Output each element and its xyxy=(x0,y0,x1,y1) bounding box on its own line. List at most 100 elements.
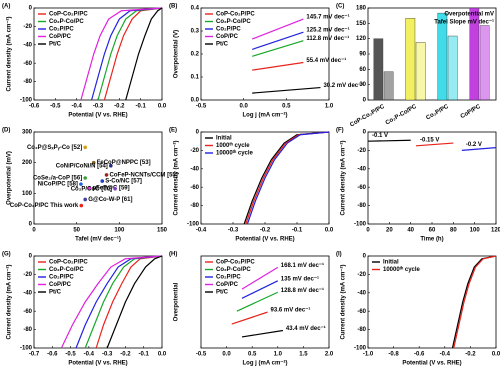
point-label: G@Co-W-P [61] xyxy=(88,197,132,203)
y-tick-label: -100 xyxy=(20,98,33,104)
x-tick-label: 0 xyxy=(366,228,370,234)
legend-label: Co₂P/PC xyxy=(216,27,241,33)
point xyxy=(83,145,87,150)
series-line xyxy=(252,86,321,94)
slope-label: 30.2 mV dec⁻¹ xyxy=(323,82,363,89)
plot-frame xyxy=(200,255,330,349)
x-axis-label: Potential (V vs. RHE) xyxy=(68,113,127,119)
legend-label: CoP/PC xyxy=(49,282,72,288)
point-label: CoP-Co₂P/PC This work xyxy=(10,203,79,209)
plot-frame xyxy=(33,255,163,349)
bar xyxy=(383,71,394,101)
x-tick-label: 60 xyxy=(429,228,436,234)
point-label: S-Co/NC [57] xyxy=(105,179,142,185)
y-tick-label: -60 xyxy=(357,309,366,315)
y-axis-label: Current density (mA cm⁻²) xyxy=(340,265,347,340)
x-tick-label: -0.7 xyxy=(29,352,40,358)
slope-label: 168.1 mV dec⁻¹ xyxy=(281,262,324,269)
x-tick-label: 150 xyxy=(157,228,168,234)
y-tick-label: 30 xyxy=(359,82,366,88)
y-tick-label: 0 xyxy=(363,254,367,260)
legend-label: CoP-Co₂P/PC xyxy=(216,12,255,18)
y-tick-label: 0.4 xyxy=(191,6,200,12)
y-tick-label: -40 xyxy=(357,290,366,296)
x-tick-label: -0.4 xyxy=(196,228,207,234)
y-tick-label: -100 xyxy=(20,346,33,352)
y-tick-label: -60 xyxy=(23,309,32,315)
point-label: FeCoP@NPPC [53] xyxy=(97,160,151,166)
y-tick-label: -100 xyxy=(187,222,200,228)
y-tick-label: 0 xyxy=(29,6,33,12)
panel-label: (F) xyxy=(336,128,344,134)
x-tick-label: -1.0 xyxy=(363,352,374,358)
x-tick-label: 20 xyxy=(386,228,393,234)
y-tick-label: -20 xyxy=(23,24,32,30)
point xyxy=(79,203,84,208)
x-tick-label: -0.4 xyxy=(71,104,82,110)
series-line xyxy=(241,329,284,338)
series-line xyxy=(252,61,304,71)
y-tick-label: 100 xyxy=(22,191,33,197)
slope-label: 55.4 mV dec⁻¹ xyxy=(306,57,346,64)
y-tick-label: -20 xyxy=(190,148,199,154)
series-line xyxy=(106,255,163,349)
point xyxy=(83,176,87,180)
series-line xyxy=(231,311,268,325)
panel-label: (B) xyxy=(169,4,177,10)
y-tick-label: -80 xyxy=(23,79,32,85)
legend-label: Co₂P-Co/PC xyxy=(49,267,84,273)
bar xyxy=(447,35,458,101)
series-line xyxy=(241,280,279,299)
point-label: Co₂P/CoO [60] xyxy=(71,186,112,192)
legend-label: Co₂P-Co/PC xyxy=(216,267,251,273)
point xyxy=(87,186,92,190)
series-line xyxy=(80,7,163,101)
point-label: CoSe₂/a-CoP [56] xyxy=(33,176,82,182)
y-tick-label: -80 xyxy=(357,327,366,333)
legend-label: Pt/C xyxy=(216,42,229,48)
x-tick-label: -0.6 xyxy=(29,104,40,110)
legend-label: Initial xyxy=(216,136,232,142)
x-tick-label: 50 xyxy=(73,228,80,234)
legend-label: Co₂P-Co/PC xyxy=(216,19,251,25)
series-line xyxy=(95,255,163,349)
x-tick-label: 1.0 xyxy=(325,104,334,110)
y-axis-label: Overpotential xyxy=(174,282,180,321)
x-axis-label: Log j (mA cm⁻²) xyxy=(243,360,288,367)
bar xyxy=(437,12,448,101)
y-tick-label: -60 xyxy=(190,185,199,191)
y-tick-label: -80 xyxy=(357,203,366,209)
legend-label: Initial xyxy=(383,260,399,266)
series-label: Tafel Slope mV dec⁻¹ xyxy=(434,19,494,26)
slope-label: 128.8 mV dec⁻¹ xyxy=(281,287,324,294)
x-tick-label: CoP-Co₂P/PC xyxy=(349,104,386,129)
x-tick-label: -0.5 xyxy=(50,104,61,110)
series-line xyxy=(453,255,497,349)
y-axis-label: Current density (mA cm⁻²) xyxy=(6,265,13,340)
y-tick-label: 200 xyxy=(22,160,33,166)
x-tick-label: -0.8 xyxy=(388,352,399,358)
x-tick-label: 0.0 xyxy=(158,104,167,110)
y-tick-label: -80 xyxy=(190,203,199,209)
slope-label: 43.4 mV dec⁻¹ xyxy=(286,325,326,332)
y-tick-label: -20 xyxy=(357,148,366,154)
y-tick-label: 0 xyxy=(363,98,367,104)
legend-label: Co₂P/PC xyxy=(216,275,241,281)
y-tick-label: 90 xyxy=(359,52,366,58)
y-tick-label: 300 xyxy=(22,130,33,136)
x-tick-label: -0.1 xyxy=(292,228,303,234)
y-tick-label: -40 xyxy=(23,290,32,296)
y-tick-label: 0 xyxy=(363,130,367,136)
point xyxy=(109,163,113,168)
slope-label: 93.6 mV dec⁻¹ xyxy=(271,307,311,314)
y-tick-label: 60 xyxy=(359,67,366,73)
x-tick-label: -0.3 xyxy=(102,352,113,358)
x-tick-label: 0.5 xyxy=(248,352,257,358)
y-tick-label: 0.0 xyxy=(191,98,200,104)
x-tick-label: -0.1 xyxy=(139,352,150,358)
x-axis-label: Potential (V vs. RHE) xyxy=(68,361,127,367)
series-line xyxy=(103,7,163,101)
point xyxy=(83,197,87,202)
y-tick-label: 0 xyxy=(196,130,200,136)
